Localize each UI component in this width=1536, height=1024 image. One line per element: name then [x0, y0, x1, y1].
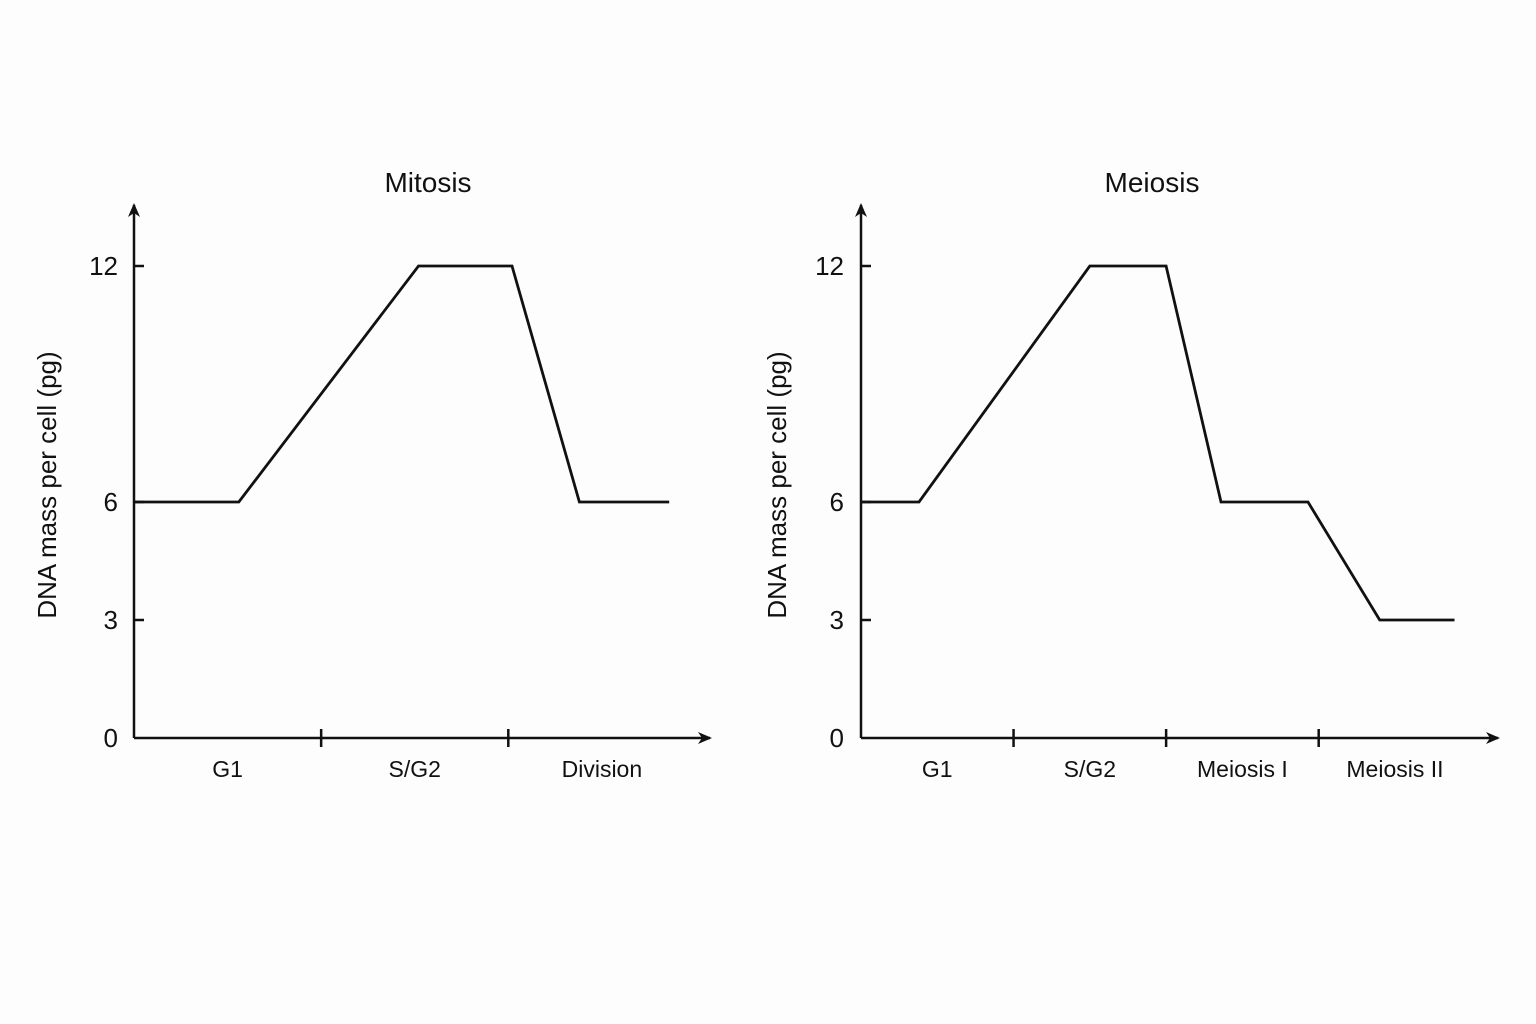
- y-axis-label: DNA mass per cell (pg): [32, 351, 62, 618]
- chart-meiosis: Meiosis DNA mass per cell (pg) 0 3 6 12 G1 S/…: [762, 167, 1500, 782]
- y-tick-label: 12: [815, 251, 844, 281]
- x-tick-label: Meiosis II: [1346, 756, 1443, 782]
- y-axis-label: DNA mass per cell (pg): [762, 351, 792, 618]
- chart-mitosis: Mitosis DNA mass per cell (pg) 0 3 6 12 G1 S/…: [32, 167, 712, 782]
- x-tick-label: G1: [212, 756, 243, 782]
- x-tick-label: S/G2: [389, 756, 441, 782]
- x-tick-label: Division: [562, 756, 643, 782]
- y-tick-label: 12: [89, 251, 118, 281]
- y-tick-label: 3: [104, 605, 118, 635]
- x-tick-label: S/G2: [1064, 756, 1116, 782]
- series-line: [134, 264, 670, 504]
- y-tick-label: 6: [104, 487, 118, 517]
- y-tick-label: 0: [830, 723, 844, 753]
- plot-area: 0 3 6 12 G1 S/G2 Meiosis I Meiosis II: [815, 203, 1500, 782]
- y-tick-label: 3: [830, 605, 844, 635]
- x-tick-label: Meiosis I: [1197, 756, 1288, 782]
- series-line: [861, 264, 1455, 622]
- y-tick-label: 6: [830, 487, 844, 517]
- y-tick-label: 0: [104, 723, 118, 753]
- x-tick-label: G1: [922, 756, 953, 782]
- plot-area: 0 3 6 12 G1 S/G2 Division: [89, 203, 712, 782]
- chart-title: Meiosis: [1105, 167, 1200, 198]
- chart-title: Mitosis: [384, 167, 471, 198]
